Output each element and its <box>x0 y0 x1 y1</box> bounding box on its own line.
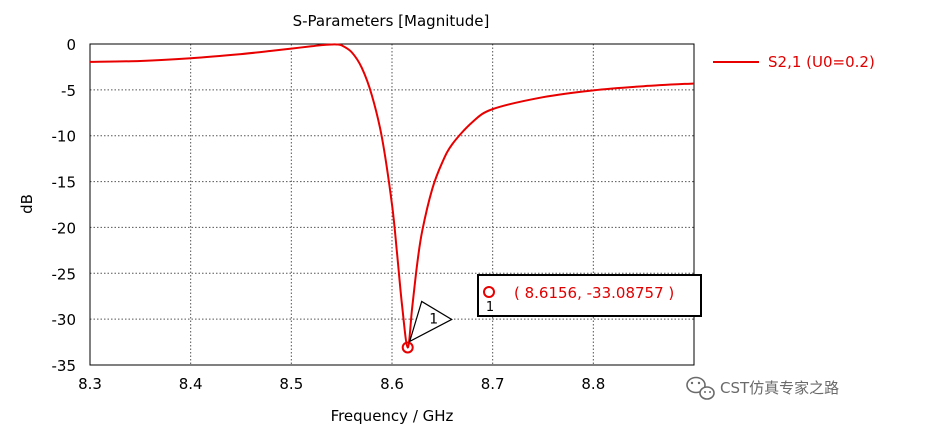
y-tick-label: -25 <box>52 265 77 283</box>
chart-title: S-Parameters [Magnitude] <box>293 12 490 30</box>
y-tick-label: -35 <box>52 357 77 375</box>
y-tick-labels: 0 -5 -10 -15 -20 -25 -30 -35 <box>52 36 77 375</box>
marker-readout: 1 ( 8.6156, -33.08757 ) <box>477 274 702 317</box>
y-tick-label: -5 <box>61 82 76 100</box>
marker-point <box>401 341 414 354</box>
wechat-icon <box>686 376 715 400</box>
x-axis-label: Frequency / GHz <box>331 407 454 425</box>
marker-readout-dot <box>483 286 495 298</box>
y-tick-label: 0 <box>66 36 76 54</box>
x-tick-label: 8.5 <box>279 375 303 393</box>
y-tick-label: -15 <box>52 174 77 192</box>
grid <box>90 44 694 365</box>
marker-flag <box>408 300 453 343</box>
y-tick-label: -20 <box>52 219 77 237</box>
x-tick-label: 8.6 <box>380 375 404 393</box>
x-tick-label: 8.8 <box>581 375 605 393</box>
marker-readout-value: ( 8.6156, -33.08757 ) <box>514 284 674 302</box>
y-axis-label: dB <box>18 194 36 214</box>
marker-flag-id: 1 <box>429 311 438 327</box>
x-tick-label: 8.7 <box>481 375 505 393</box>
x-tick-labels: 8.3 8.4 8.5 8.6 8.7 8.8 <box>78 375 605 393</box>
plot-area <box>89 43 695 366</box>
legend: S2,1 (U0=0.2) <box>713 53 875 71</box>
series-line-s21 <box>89 43 695 349</box>
marker-readout-id: 1 <box>486 300 494 315</box>
watermark-text: CST仿真专家之路 <box>720 379 839 397</box>
y-tick-label: -10 <box>52 128 77 146</box>
watermark: CST仿真专家之路 <box>686 376 839 400</box>
legend-label: S2,1 (U0=0.2) <box>768 53 875 71</box>
x-tick-label: 8.4 <box>179 375 203 393</box>
marker-1[interactable]: 1 <box>401 300 453 354</box>
y-tick-label: -30 <box>52 311 77 329</box>
x-tick-label: 8.3 <box>78 375 102 393</box>
